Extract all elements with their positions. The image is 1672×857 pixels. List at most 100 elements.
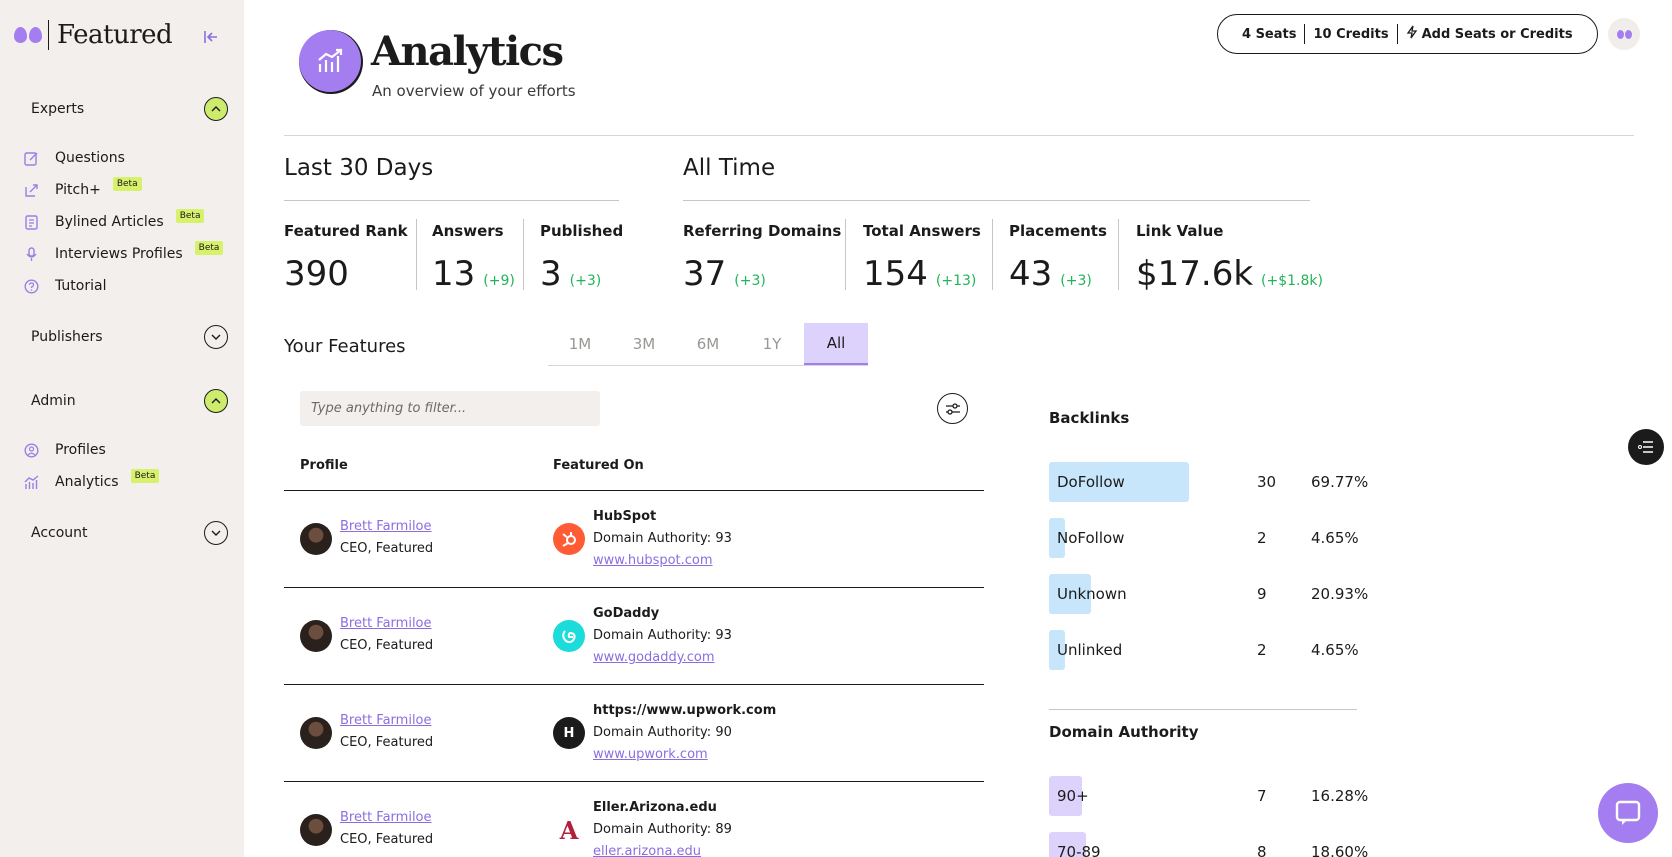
user-icon: [24, 442, 39, 458]
stat-referring-domains: Referring Domains 37 (+3): [683, 222, 842, 294]
domain-authority-count: 8: [1257, 843, 1267, 857]
backlink-label: NoFollow: [1057, 529, 1125, 547]
collapse-sidebar-icon[interactable]: [202, 28, 220, 46]
sidebar-item-label: Profiles: [55, 442, 106, 458]
backlink-bar: [1049, 518, 1065, 558]
section-publishers[interactable]: Publishers: [31, 329, 103, 345]
quote-mark-icon: [14, 27, 42, 43]
seats-credits-bar[interactable]: 4 Seats 10 Credits Add Seats or Credits: [1217, 14, 1598, 54]
domain-authority-row: 90+ 7 16.28%: [1049, 776, 1379, 816]
site-url-link[interactable]: eller.arizona.edu: [593, 844, 702, 857]
account-avatar[interactable]: [1608, 18, 1640, 50]
table-row: Brett Farmiloe CEO, Featured HubSpot Dom…: [284, 491, 984, 588]
domain-authority-percent: 16.28%: [1311, 787, 1369, 805]
backlink-label: DoFollow: [1057, 473, 1125, 491]
column-header-profile[interactable]: Profile: [300, 458, 348, 473]
column-header-featured-on[interactable]: Featured On: [553, 458, 644, 473]
add-seats-credits-button[interactable]: Add Seats or Credits: [1421, 26, 1573, 42]
backlink-count: 9: [1257, 585, 1267, 603]
backlink-count: 2: [1257, 529, 1267, 547]
backlink-percent: 20.93%: [1311, 585, 1369, 603]
stat-featured-rank: Featured Rank 390: [284, 222, 408, 294]
stat-divider: [1118, 219, 1119, 290]
domain-authority-percent: 18.60%: [1311, 843, 1369, 857]
profile-role: CEO, Featured: [340, 638, 434, 653]
tab-1y[interactable]: 1Y: [762, 335, 782, 353]
help-icon: [24, 278, 39, 294]
chevron-down-icon[interactable]: [204, 521, 228, 545]
table-divider: [284, 490, 984, 491]
site-url-link[interactable]: www.upwork.com: [593, 747, 708, 762]
section-account[interactable]: Account: [31, 525, 88, 541]
domain-authority: Domain Authority: 93: [593, 531, 732, 546]
tab-6m[interactable]: 6M: [696, 335, 720, 353]
stat-answers: Answers 13 (+9): [432, 222, 515, 294]
chevron-down-icon[interactable]: [204, 325, 228, 349]
list-menu-icon[interactable]: [1628, 429, 1664, 465]
table-divider: [284, 684, 984, 685]
profile-role: CEO, Featured: [340, 541, 434, 556]
backlink-percent: 69.77%: [1311, 473, 1369, 491]
domain-authority-bar: [1049, 776, 1082, 816]
sidebar-item-label: Bylined Articles: [55, 214, 164, 230]
sidebar-item-label: Interviews Profiles: [55, 246, 183, 262]
backlink-label: Unknown: [1057, 585, 1127, 603]
profile-name-link[interactable]: Brett Farmiloe: [340, 519, 432, 534]
stat-link-value: Link Value $17.6k (+$1.8k): [1136, 222, 1323, 294]
sidebar-item-bylined-articles[interactable]: Bylined Articles Beta: [24, 209, 205, 230]
backlink-row: Unlinked 2 4.65%: [1049, 630, 1379, 670]
table-divider: [284, 781, 984, 782]
range-tabs: 1M 3M 6M 1Y All: [548, 323, 868, 366]
chat-icon[interactable]: [1598, 783, 1658, 843]
profile-name-link[interactable]: Brett Farmiloe: [340, 713, 432, 728]
microphone-icon: [24, 246, 39, 262]
profile-name-link[interactable]: Brett Farmiloe: [340, 616, 432, 631]
all-time-divider: [683, 200, 1310, 201]
header-divider: [284, 135, 1634, 136]
backlinks-title: Backlinks: [1049, 409, 1130, 427]
site-url-link[interactable]: www.godaddy.com: [593, 650, 715, 665]
sidebar-item-analytics[interactable]: Analytics Beta: [24, 469, 160, 490]
stat-divider: [416, 219, 417, 290]
sidebar-item-questions[interactable]: Questions: [24, 150, 125, 166]
backlink-count: 2: [1257, 641, 1267, 659]
filter-settings-icon[interactable]: [937, 393, 968, 424]
page-title: Analytics: [371, 28, 564, 75]
domain-authority-label: 90+: [1057, 787, 1089, 805]
domain-authority: Domain Authority: 93: [593, 628, 732, 643]
page-subtitle: An overview of your efforts: [372, 82, 576, 100]
chevron-up-icon[interactable]: [204, 389, 228, 413]
tab-all[interactable]: All: [804, 323, 868, 365]
tab-3m[interactable]: 3M: [632, 335, 656, 353]
tab-1m[interactable]: 1M: [568, 335, 592, 353]
avatar: [300, 523, 332, 555]
backlink-percent: 4.65%: [1311, 529, 1359, 547]
site-name: HubSpot: [593, 509, 657, 524]
last-30-days-divider: [284, 200, 619, 201]
site-name: GoDaddy: [593, 606, 660, 621]
chevron-up-icon[interactable]: [204, 97, 228, 121]
main-content: Analytics An overview of your efforts 4 …: [244, 0, 1672, 857]
filter-input[interactable]: [300, 391, 600, 426]
brand-logo[interactable]: Featured: [14, 20, 173, 50]
profile-name-link[interactable]: Brett Farmiloe: [340, 810, 432, 825]
hubspot-logo-icon: [553, 523, 585, 555]
site-name: Eller.Arizona.edu: [593, 800, 717, 815]
brand-name: Featured: [57, 20, 173, 50]
backlink-row: Unknown 9 20.93%: [1049, 574, 1379, 614]
section-admin[interactable]: Admin: [31, 393, 76, 409]
beta-badge: Beta: [175, 209, 205, 223]
all-time-title: All Time: [683, 155, 776, 181]
sidebar-item-tutorial[interactable]: Tutorial: [24, 278, 106, 294]
backlink-bar: [1049, 574, 1091, 614]
your-features-title: Your Features: [284, 336, 406, 357]
beta-badge: Beta: [194, 241, 224, 255]
table-divider: [284, 587, 984, 588]
section-experts[interactable]: Experts: [31, 101, 85, 117]
sidebar-item-pitch[interactable]: Pitch+ Beta: [24, 177, 142, 198]
domain-authority: Domain Authority: 89: [593, 822, 732, 837]
backlink-count: 30: [1257, 473, 1277, 491]
site-url-link[interactable]: www.hubspot.com: [593, 553, 713, 568]
sidebar-item-interviews-profiles[interactable]: Interviews Profiles Beta: [24, 241, 224, 262]
sidebar-item-profiles[interactable]: Profiles: [24, 442, 106, 458]
